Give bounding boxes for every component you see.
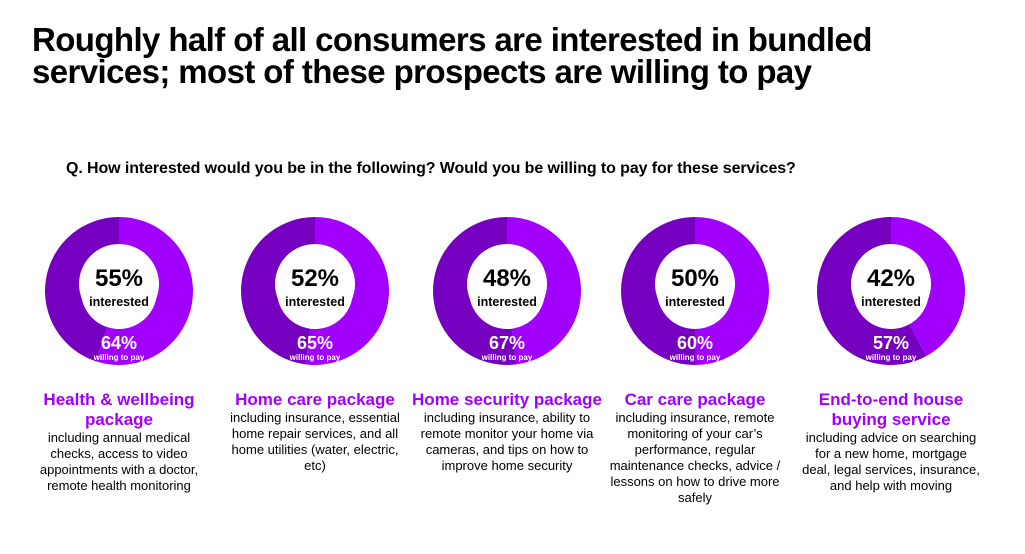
- interested-label: interested: [477, 295, 537, 309]
- donut-chart: 52% interested 65% willing to pay: [240, 216, 390, 366]
- donut-svg: [621, 217, 769, 365]
- interested-percent: 42%: [866, 265, 916, 292]
- donut-svg: [240, 217, 389, 365]
- package-description: including insurance, remote monitoring o…: [609, 410, 781, 505]
- package-description: including insurance, ability to remote m…: [420, 410, 594, 473]
- donut-svg: [817, 217, 965, 365]
- package-title: Car care package: [624, 390, 766, 409]
- package-description: including annual medical checks, access …: [39, 430, 199, 493]
- willing-to-pay-label: willing to pay: [93, 353, 145, 362]
- page-title: Roughly half of all consumers are intere…: [32, 21, 872, 90]
- willing-to-pay-label: willing to pay: [481, 353, 533, 362]
- donut-center: [851, 244, 931, 324]
- willing-to-pay-label: willing to pay: [669, 353, 721, 362]
- package-card-home-security: 48% interested 67% willing to pay Home s…: [412, 216, 602, 474]
- package-title: Home care package: [235, 390, 395, 409]
- donut-remaining-segment: [817, 217, 927, 365]
- donut-center: [655, 244, 735, 324]
- package-description: including advice on searching for a new …: [802, 430, 980, 493]
- donut-svg: [44, 217, 193, 365]
- interested-label: interested: [89, 295, 149, 309]
- donut-center: [275, 244, 355, 324]
- interested-label: interested: [665, 295, 725, 309]
- willing-to-pay-percent: 57%: [872, 333, 910, 353]
- donut-center: [467, 244, 547, 324]
- package-title: Home security package: [412, 390, 602, 409]
- willing-to-pay-percent: 65%: [296, 333, 334, 353]
- donut-chart: 50% interested 60% willing to pay: [620, 216, 770, 366]
- donut-chart: 48% interested 67% willing to pay: [432, 216, 582, 366]
- donut-interested-segment: [96, 217, 193, 365]
- interested-percent: 55%: [94, 265, 144, 292]
- donut-svg: [433, 217, 582, 365]
- willing-to-pay-label: willing to pay: [289, 353, 341, 362]
- willing-to-pay-percent: 67%: [488, 333, 526, 353]
- willing-to-pay-percent: 64%: [100, 333, 138, 353]
- donut-center: [79, 244, 159, 324]
- package-card-car-care: 50% interested 60% willing to pay Car ca…: [600, 216, 790, 506]
- package-description: including insurance, essential home repa…: [230, 410, 400, 473]
- interested-percent: 52%: [290, 265, 340, 292]
- interested-label: interested: [285, 295, 345, 309]
- willing-to-pay-percent: 60%: [676, 333, 714, 353]
- interested-percent: 50%: [670, 265, 720, 292]
- package-card-health: 55% interested 64% willing to pay Health…: [24, 216, 214, 494]
- package-card-home-care: 52% interested 65% willing to pay Home c…: [220, 216, 410, 474]
- willing-to-pay-label: willing to pay: [865, 353, 917, 362]
- package-title: Health & wellbeing package: [43, 390, 195, 429]
- survey-question: Q. How interested would you be in the fo…: [66, 160, 796, 177]
- interested-percent: 48%: [482, 265, 532, 292]
- package-card-house-buying: 42% interested 57% willing to pay End-to…: [796, 216, 986, 494]
- donut-chart: 55% interested 64% willing to pay: [44, 216, 194, 366]
- interested-label: interested: [861, 295, 921, 309]
- donut-chart: 42% interested 57% willing to pay: [816, 216, 966, 366]
- package-title: End-to-end house buying service: [818, 390, 964, 429]
